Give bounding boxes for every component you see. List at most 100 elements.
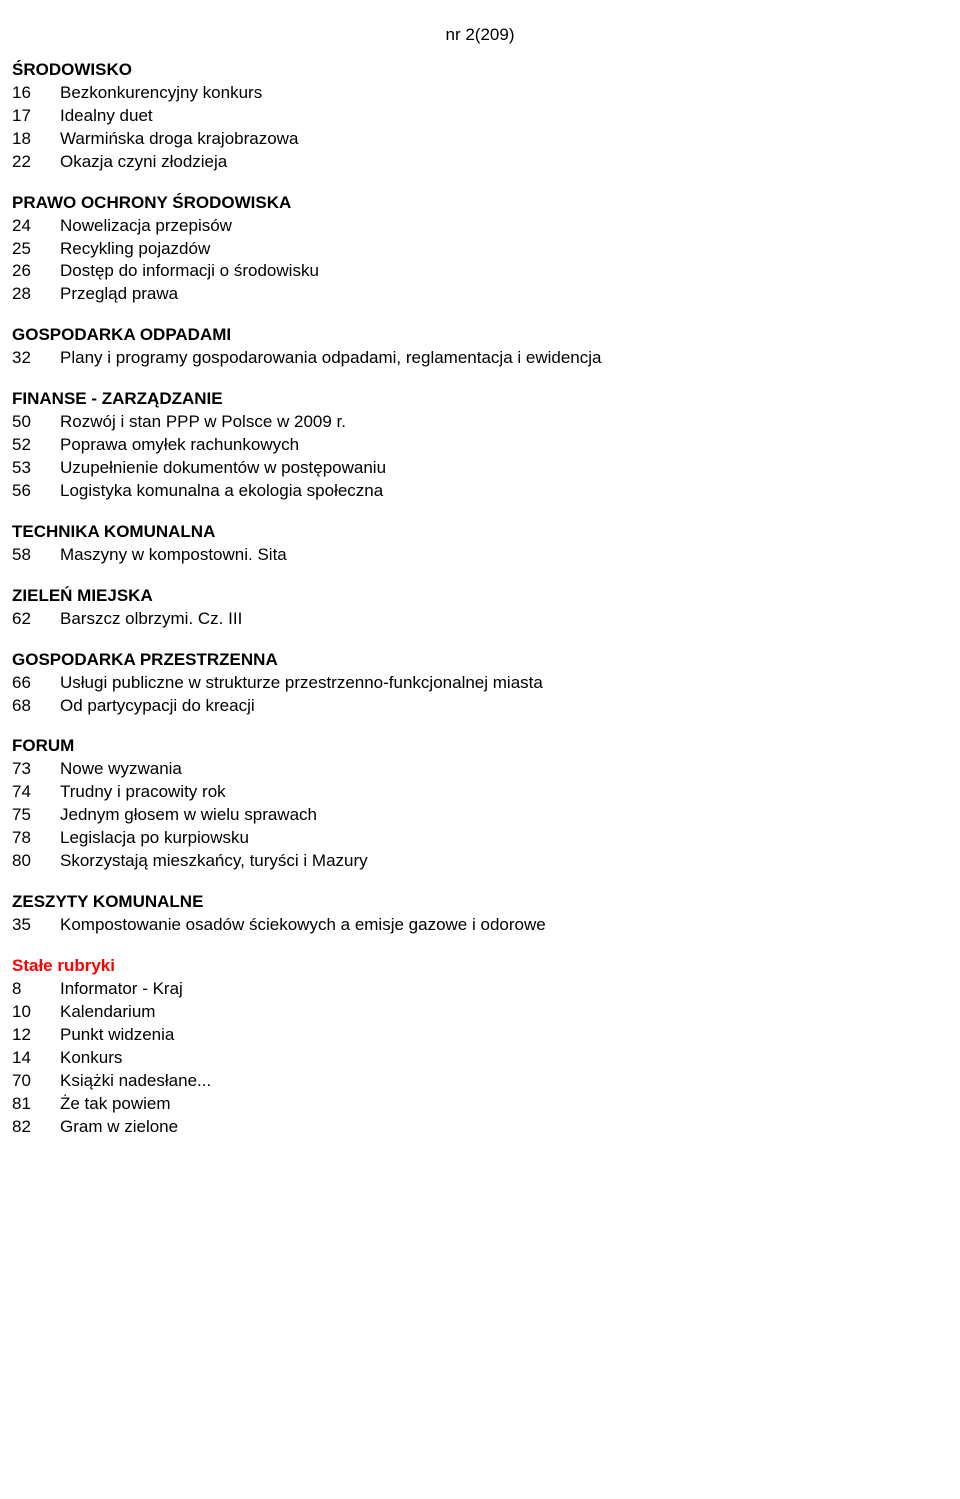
section-forum: FORUM 73 Nowe wyzwania 74 Trudny i praco…	[12, 735, 948, 873]
article-title: Informator - Kraj	[60, 978, 948, 1001]
section-gospodarka-przestrzenna: GOSPODARKA PRZESTRZENNA 66 Usługi public…	[12, 649, 948, 718]
toc-row: 12 Punkt widzenia	[12, 1024, 948, 1047]
page-number: 14	[12, 1047, 60, 1070]
page-number: 52	[12, 434, 60, 457]
section-zielen: ZIELEŃ MIEJSKA 62 Barszcz olbrzymi. Cz. …	[12, 585, 948, 631]
page-number: 12	[12, 1024, 60, 1047]
page-number: 70	[12, 1070, 60, 1093]
article-title: Konkurs	[60, 1047, 948, 1070]
section-title: FORUM	[12, 735, 948, 758]
toc-row: 78 Legislacja po kurpiowsku	[12, 827, 948, 850]
toc-row: 14 Konkurs	[12, 1047, 948, 1070]
toc-row: 52 Poprawa omyłek rachunkowych	[12, 434, 948, 457]
toc-row: 10 Kalendarium	[12, 1001, 948, 1024]
toc-row: 56 Logistyka komunalna a ekologia społec…	[12, 480, 948, 503]
section-prawo-ochrony: PRAWO OCHRONY ŚRODOWISKA 24 Nowelizacja …	[12, 192, 948, 307]
toc-row: 68 Od partycypacji do kreacji	[12, 695, 948, 718]
section-title: ŚRODOWISKO	[12, 59, 948, 82]
article-title: Maszyny w kompostowni. Sita	[60, 544, 948, 567]
article-title: Idealny duet	[60, 105, 948, 128]
section-title: GOSPODARKA ODPADAMI	[12, 324, 948, 347]
page-number: 80	[12, 850, 60, 873]
page-number: 73	[12, 758, 60, 781]
toc-row: 35 Kompostowanie osadów ściekowych a emi…	[12, 914, 948, 937]
section-srodowisko: ŚRODOWISKO 16 Bezkonkurencyjny konkurs 1…	[12, 59, 948, 174]
page-number: 16	[12, 82, 60, 105]
article-title: Okazja czyni złodzieja	[60, 151, 948, 174]
toc-row: 28 Przegląd prawa	[12, 283, 948, 306]
toc-row: 18 Warmińska droga krajobrazowa	[12, 128, 948, 151]
article-title: Przegląd prawa	[60, 283, 948, 306]
article-title: Nowelizacja przepisów	[60, 215, 948, 238]
section-title: Stałe rubryki	[12, 955, 948, 978]
article-title: Barszcz olbrzymi. Cz. III	[60, 608, 948, 631]
page-number: 17	[12, 105, 60, 128]
page-number: 35	[12, 914, 60, 937]
page-number: 58	[12, 544, 60, 567]
page-number: 22	[12, 151, 60, 174]
article-title: Kalendarium	[60, 1001, 948, 1024]
article-title: Uzupełnienie dokumentów w postępowaniu	[60, 457, 948, 480]
page-number: 18	[12, 128, 60, 151]
section-title: PRAWO OCHRONY ŚRODOWISKA	[12, 192, 948, 215]
page-number: 75	[12, 804, 60, 827]
section-title: TECHNIKA KOMUNALNA	[12, 521, 948, 544]
article-title: Warmińska droga krajobrazowa	[60, 128, 948, 151]
section-zeszyty: ZESZYTY KOMUNALNE 35 Kompostowanie osadó…	[12, 891, 948, 937]
section-gospodarka-odpadami: GOSPODARKA ODPADAMI 32 Plany i programy …	[12, 324, 948, 370]
article-title: Jednym głosem w wielu sprawach	[60, 804, 948, 827]
article-title: Recykling pojazdów	[60, 238, 948, 261]
article-title: Logistyka komunalna a ekologia społeczna	[60, 480, 948, 503]
article-title: Nowe wyzwania	[60, 758, 948, 781]
article-title: Kompostowanie osadów ściekowych a emisje…	[60, 914, 948, 937]
section-stale-rubryki: Stałe rubryki 8 Informator - Kraj 10 Kal…	[12, 955, 948, 1139]
section-finanse: FINANSE - ZARZĄDZANIE 50 Rozwój i stan P…	[12, 388, 948, 503]
page-number: 28	[12, 283, 60, 306]
toc-row: 53 Uzupełnienie dokumentów w postępowani…	[12, 457, 948, 480]
toc-row: 81 Że tak powiem	[12, 1093, 948, 1116]
page-number: 32	[12, 347, 60, 370]
toc-row: 66 Usługi publiczne w strukturze przestr…	[12, 672, 948, 695]
toc-row: 75 Jednym głosem w wielu sprawach	[12, 804, 948, 827]
page-number: 68	[12, 695, 60, 718]
article-title: Rozwój i stan PPP w Polsce w 2009 r.	[60, 411, 948, 434]
toc-row: 82 Gram w zielone	[12, 1116, 948, 1139]
article-title: Skorzystają mieszkańcy, turyści i Mazury	[60, 850, 948, 873]
article-title: Trudny i pracowity rok	[60, 781, 948, 804]
toc-row: 62 Barszcz olbrzymi. Cz. III	[12, 608, 948, 631]
page-number: 66	[12, 672, 60, 695]
issue-number: nr 2(209)	[12, 24, 948, 47]
article-title: Gram w zielone	[60, 1116, 948, 1139]
page-number: 26	[12, 260, 60, 283]
article-title: Bezkonkurencyjny konkurs	[60, 82, 948, 105]
toc-row: 70 Książki nadesłane...	[12, 1070, 948, 1093]
section-technika: TECHNIKA KOMUNALNA 58 Maszyny w komposto…	[12, 521, 948, 567]
toc-row: 16 Bezkonkurencyjny konkurs	[12, 82, 948, 105]
toc-row: 74 Trudny i pracowity rok	[12, 781, 948, 804]
article-title: Plany i programy gospodarowania odpadami…	[60, 347, 948, 370]
toc-row: 22 Okazja czyni złodzieja	[12, 151, 948, 174]
page-number: 8	[12, 978, 60, 1001]
toc-row: 25 Recykling pojazdów	[12, 238, 948, 261]
page-number: 74	[12, 781, 60, 804]
toc-row: 50 Rozwój i stan PPP w Polsce w 2009 r.	[12, 411, 948, 434]
page-number: 53	[12, 457, 60, 480]
page-number: 25	[12, 238, 60, 261]
toc-row: 73 Nowe wyzwania	[12, 758, 948, 781]
page-number: 62	[12, 608, 60, 631]
article-title: Legislacja po kurpiowsku	[60, 827, 948, 850]
section-title: ZESZYTY KOMUNALNE	[12, 891, 948, 914]
article-title: Punkt widzenia	[60, 1024, 948, 1047]
toc-row: 8 Informator - Kraj	[12, 978, 948, 1001]
article-title: Usługi publiczne w strukturze przestrzen…	[60, 672, 948, 695]
page-number: 81	[12, 1093, 60, 1116]
section-title: FINANSE - ZARZĄDZANIE	[12, 388, 948, 411]
toc-row: 80 Skorzystają mieszkańcy, turyści i Maz…	[12, 850, 948, 873]
toc-row: 24 Nowelizacja przepisów	[12, 215, 948, 238]
article-title: Poprawa omyłek rachunkowych	[60, 434, 948, 457]
section-title: ZIELEŃ MIEJSKA	[12, 585, 948, 608]
article-title: Książki nadesłane...	[60, 1070, 948, 1093]
toc-row: 32 Plany i programy gospodarowania odpad…	[12, 347, 948, 370]
page-number: 82	[12, 1116, 60, 1139]
section-title: GOSPODARKA PRZESTRZENNA	[12, 649, 948, 672]
